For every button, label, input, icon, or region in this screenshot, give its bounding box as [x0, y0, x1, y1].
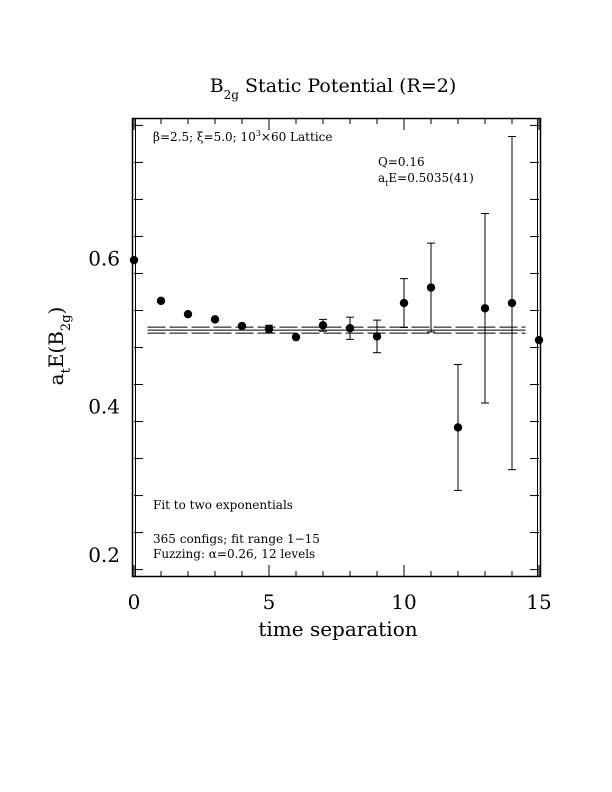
fuzzing-annotation: Fuzzing: α=0.26, 12 levels: [153, 547, 315, 561]
y-tick-label: 0.6: [88, 247, 120, 271]
data-point: [507, 298, 517, 308]
x-tick-labels: 0 5 10 15: [128, 590, 552, 614]
fit-band: [147, 326, 526, 334]
data-point: [399, 298, 409, 308]
data-point: [318, 321, 328, 330]
q-annotation: Q=0.16: [378, 155, 425, 169]
axis-ticks: [133, 118, 540, 577]
chart-title: B2g Static Potential (R=2): [210, 75, 457, 102]
data-point: [345, 324, 355, 333]
data-point: [291, 332, 301, 342]
data-point: [264, 324, 274, 334]
lattice-annotation: β=2.5; ξ=5.0; 103×60 Lattice: [153, 129, 332, 144]
x-axis-label: time separation: [258, 617, 417, 641]
data-point: [237, 321, 247, 331]
data-point: [426, 283, 436, 292]
data-point: [372, 332, 382, 341]
energy-annotation: atE=0.5035(41): [378, 171, 474, 188]
configs-annotation: 365 configs; fit range 1−15: [153, 532, 320, 546]
data-point: [129, 255, 139, 265]
data-point: [183, 309, 193, 319]
fit-annotation: Fit to two exponentials: [153, 498, 293, 512]
y-tick-label: 0.4: [88, 395, 120, 419]
y-tick-label: 0.2: [88, 543, 120, 567]
data-point: [534, 335, 544, 345]
x-tick-label: 15: [526, 590, 551, 614]
data-point: [210, 315, 220, 324]
x-tick-label: 5: [263, 590, 276, 614]
y-axis-label: atE(B2g): [44, 307, 74, 386]
data-point: [453, 423, 463, 432]
data-points: [129, 136, 544, 491]
x-tick-label: 10: [391, 590, 416, 614]
x-tick-label: 0: [128, 590, 141, 614]
y-tick-labels: 0.2 0.4 0.6: [88, 247, 120, 567]
plot-frame: [131, 117, 542, 578]
data-point: [156, 296, 166, 306]
data-point: [480, 304, 490, 313]
